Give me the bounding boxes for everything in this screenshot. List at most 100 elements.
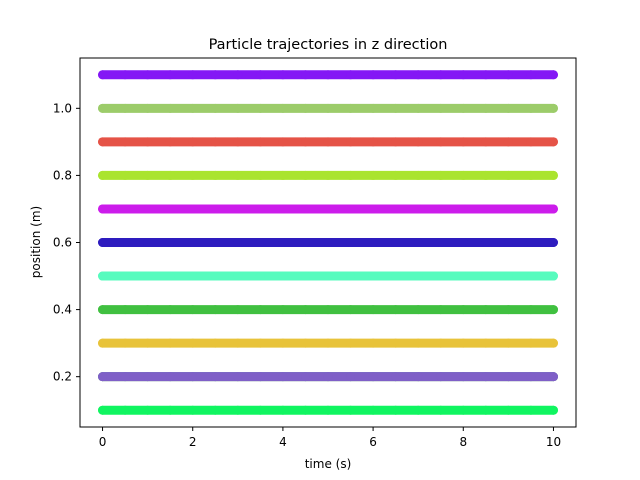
data-point	[526, 372, 536, 382]
data-point	[481, 271, 491, 281]
data-point	[255, 271, 265, 281]
data-point	[300, 338, 310, 348]
data-point	[346, 170, 356, 180]
data-point	[98, 70, 108, 80]
data-point	[413, 305, 423, 315]
data-point	[300, 103, 310, 113]
data-point	[165, 137, 175, 147]
data-point	[526, 238, 536, 247]
data-point	[323, 238, 333, 247]
data-point	[255, 204, 265, 214]
data-point	[323, 372, 333, 382]
data-point	[323, 338, 333, 348]
data-point	[98, 271, 108, 281]
data-point	[548, 70, 558, 80]
data-point	[120, 204, 130, 214]
data-point	[346, 137, 356, 147]
data-point	[458, 170, 468, 180]
data-point	[278, 271, 288, 281]
data-point	[436, 405, 446, 415]
data-point	[210, 238, 220, 247]
data-point	[233, 405, 243, 415]
data-point	[255, 238, 265, 247]
data-point	[368, 372, 378, 382]
data-point	[413, 70, 423, 80]
x-axis-label: time (s)	[305, 457, 352, 471]
data-point	[143, 271, 153, 281]
series-6	[98, 305, 558, 315]
data-point	[458, 103, 468, 113]
data-point	[436, 103, 446, 113]
data-point	[413, 271, 423, 281]
data-point	[436, 204, 446, 214]
data-point	[98, 405, 108, 415]
x-tick-label: 10	[546, 435, 561, 449]
y-tick-label: 0.6	[53, 236, 72, 250]
data-point	[436, 338, 446, 348]
data-point	[278, 372, 288, 382]
data-point	[278, 137, 288, 147]
data-point	[278, 305, 288, 315]
data-point	[436, 70, 446, 80]
data-point	[548, 238, 558, 247]
data-point	[503, 137, 513, 147]
data-point	[548, 137, 558, 147]
data-point	[188, 372, 198, 382]
data-point	[255, 372, 265, 382]
data-point	[120, 137, 130, 147]
data-point	[391, 271, 401, 281]
data-point	[165, 70, 175, 80]
data-point	[481, 372, 491, 382]
x-tick-label: 0	[99, 435, 107, 449]
data-point	[120, 170, 130, 180]
data-point	[165, 271, 175, 281]
data-point	[143, 137, 153, 147]
data-point	[391, 70, 401, 80]
data-point	[413, 338, 423, 348]
data-point	[255, 170, 265, 180]
data-point	[233, 137, 243, 147]
data-point	[98, 170, 108, 180]
data-point	[143, 70, 153, 80]
data-point	[188, 238, 198, 247]
data-point	[436, 137, 446, 147]
x-tick-label: 6	[369, 435, 377, 449]
data-point	[98, 305, 108, 315]
data-point	[278, 405, 288, 415]
data-point	[98, 372, 108, 382]
data-point	[165, 103, 175, 113]
data-point	[346, 70, 356, 80]
data-point	[323, 70, 333, 80]
data-point	[143, 372, 153, 382]
data-point	[188, 170, 198, 180]
data-point	[458, 137, 468, 147]
data-point	[255, 405, 265, 415]
chart-title: Particle trajectories in z direction	[209, 37, 448, 53]
data-point	[436, 271, 446, 281]
data-point	[143, 170, 153, 180]
data-point	[413, 372, 423, 382]
data-point	[526, 137, 536, 147]
series-12	[98, 103, 558, 113]
data-point	[481, 137, 491, 147]
data-point	[300, 204, 310, 214]
x-tick-label: 2	[189, 435, 197, 449]
data-point	[300, 238, 310, 247]
data-point	[300, 305, 310, 315]
data-point	[458, 204, 468, 214]
data-point	[548, 405, 558, 415]
data-point	[526, 271, 536, 281]
data-point	[368, 305, 378, 315]
data-point	[503, 271, 513, 281]
data-point	[526, 405, 536, 415]
data-point	[548, 204, 558, 214]
series-9	[98, 204, 558, 214]
series-1	[98, 405, 558, 415]
data-point	[368, 204, 378, 214]
data-point	[323, 305, 333, 315]
data-point	[120, 103, 130, 113]
data-point	[548, 103, 558, 113]
data-point	[300, 271, 310, 281]
data-point	[143, 103, 153, 113]
